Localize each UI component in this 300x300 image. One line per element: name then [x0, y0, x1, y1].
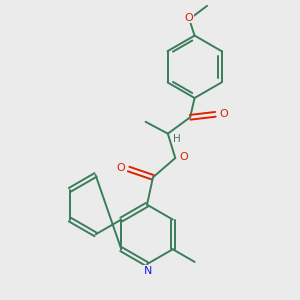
Text: O: O — [116, 163, 125, 172]
Text: N: N — [143, 266, 152, 276]
Text: H: H — [173, 134, 181, 144]
Text: O: O — [179, 152, 188, 161]
Text: O: O — [219, 109, 228, 119]
Text: O: O — [185, 13, 194, 23]
